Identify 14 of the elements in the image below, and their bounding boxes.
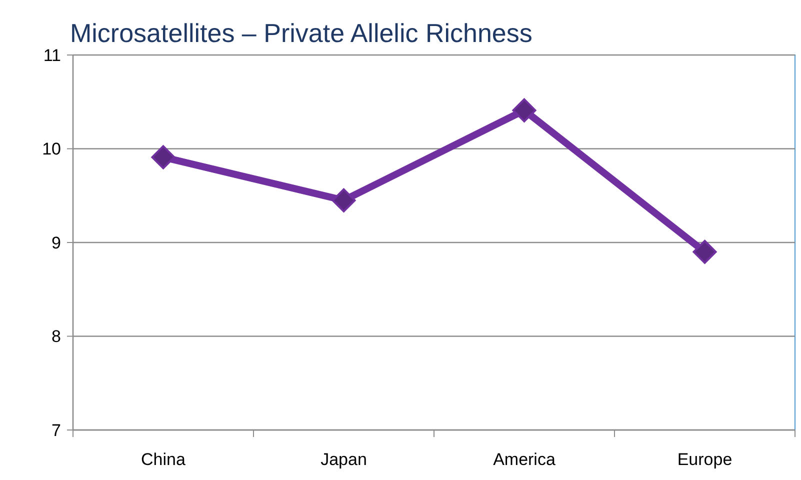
y-tick-label: 10 xyxy=(42,140,61,159)
y-tick-label: 9 xyxy=(52,233,61,252)
x-tick-label: America xyxy=(493,450,556,469)
chart-title: Microsatellites – Private Allelic Richness xyxy=(70,18,532,48)
x-tick-label: Europe xyxy=(677,450,732,469)
y-tick-label: 11 xyxy=(43,46,61,65)
y-tick-label: 8 xyxy=(52,327,61,346)
point xyxy=(151,145,176,170)
y-tick-label: 7 xyxy=(52,420,61,440)
x-tick-label: China xyxy=(141,450,186,469)
point xyxy=(692,240,717,264)
point xyxy=(332,188,356,212)
point xyxy=(512,98,536,122)
x-tick-label: Japan xyxy=(320,450,367,469)
